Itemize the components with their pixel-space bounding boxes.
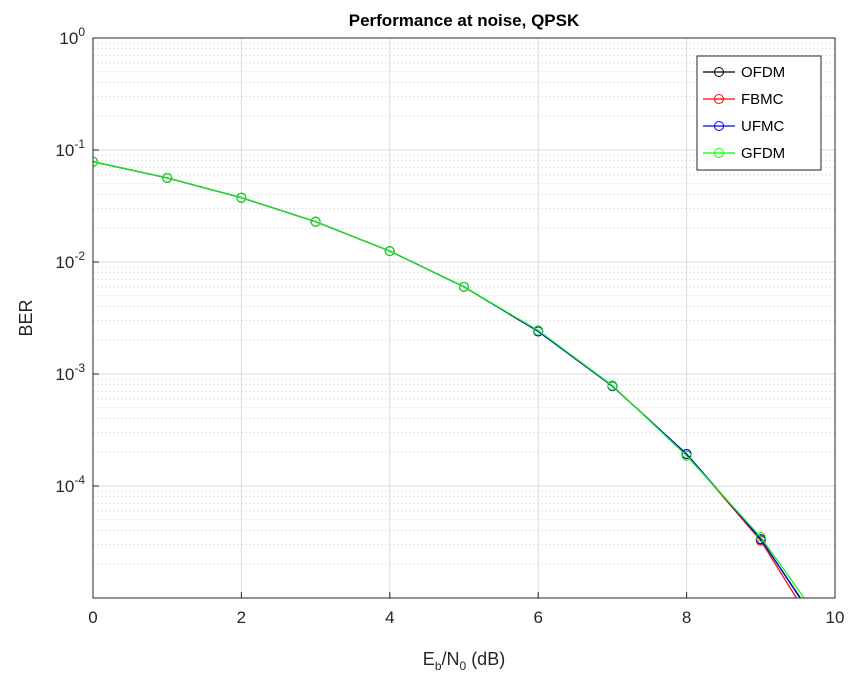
data-point (831, 637, 840, 646)
data-point (831, 646, 840, 655)
y-ticks: 100 10-1 10-2 10-3 10-4 (55, 25, 99, 496)
y-tick-label: 10-1 (55, 137, 85, 160)
legend-marker (714, 94, 724, 104)
legend-marker (714, 121, 724, 131)
legend: OFDM FBMC UFMC GFDM (696, 55, 822, 171)
y-tick-label: 10-3 (55, 361, 85, 384)
series-line (93, 161, 802, 598)
series-line (93, 161, 798, 598)
data-point (831, 645, 840, 654)
series-line (93, 161, 801, 598)
series-line (93, 161, 805, 598)
data-point (831, 655, 840, 664)
data-point (459, 281, 469, 292)
data-point (162, 172, 173, 183)
x-tick-label: 2 (237, 608, 246, 627)
data-point (236, 192, 247, 203)
legend-label: FBMC (741, 91, 784, 108)
legend-marker (714, 148, 724, 158)
series-fbmc (93, 156, 840, 664)
legend-label: OFDM (741, 64, 785, 81)
data-point (607, 380, 618, 391)
y-tick-label: 10-4 (55, 473, 85, 496)
x-tick-label: 8 (682, 608, 691, 627)
series-layer (93, 156, 840, 664)
series-gfdm (93, 156, 840, 646)
legend-item-ofdm: OFDM (703, 64, 785, 81)
series-ufmc (93, 156, 840, 655)
data-point (384, 246, 395, 257)
data-point (755, 532, 766, 543)
x-tick-label: 6 (533, 608, 542, 627)
y-tick-label: 10-2 (55, 249, 85, 272)
x-tick-label: 10 (826, 608, 845, 627)
series-ofdm (93, 156, 840, 654)
x-ticks: 0 2 4 6 8 10 (88, 592, 844, 627)
legend-marker (714, 67, 724, 77)
legend-label: GFDM (741, 145, 785, 162)
legend-item-fbmc: FBMC (703, 91, 784, 108)
x-tick-label: 0 (88, 608, 97, 627)
data-point (681, 450, 692, 461)
x-axis-label: Eb/N0 (dB) (423, 649, 505, 673)
legend-box (696, 55, 822, 171)
legend-item-gfdm: GFDM (703, 145, 785, 162)
x-tick-label: 4 (385, 608, 394, 627)
legend-label: UFMC (741, 118, 784, 135)
chart-title: Performance at noise, QPSK (349, 11, 580, 30)
y-axis-label: BER (16, 299, 36, 336)
y-tick-label: 100 (59, 25, 85, 48)
data-point (533, 325, 544, 336)
data-point (310, 216, 321, 227)
data-point (93, 156, 98, 167)
axes-box (92, 37, 836, 599)
legend-item-ufmc: UFMC (703, 118, 784, 135)
